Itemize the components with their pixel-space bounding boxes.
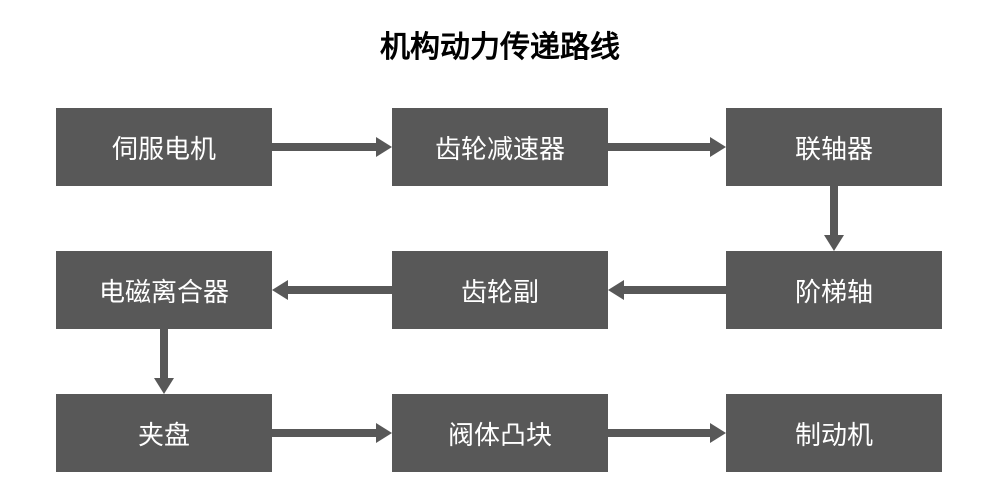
flow-node-n2: 齿轮减速器	[392, 108, 608, 186]
arrow-line	[272, 143, 376, 151]
flow-node-n6: 阶梯轴	[726, 251, 942, 329]
arrow-head-right	[376, 137, 392, 157]
flow-node-n1: 伺服电机	[56, 108, 272, 186]
arrow-line	[608, 143, 710, 151]
arrow-head-right	[710, 423, 726, 443]
arrow-head-right	[376, 423, 392, 443]
arrow-line	[160, 329, 168, 378]
arrow-head-down	[824, 235, 844, 251]
flow-node-n4: 电磁离合器	[56, 251, 272, 329]
arrow-line	[608, 429, 710, 437]
arrow-line	[830, 186, 838, 235]
flow-node-n9: 制动机	[726, 394, 942, 472]
arrow-line	[624, 286, 726, 294]
flow-node-n7: 夹盘	[56, 394, 272, 472]
arrow-head-right	[710, 137, 726, 157]
flow-node-n3: 联轴器	[726, 108, 942, 186]
arrow-head-down	[154, 378, 174, 394]
arrow-head-left	[608, 280, 624, 300]
flow-node-n5: 齿轮副	[392, 251, 608, 329]
arrow-line	[272, 429, 376, 437]
diagram-title: 机构动力传递路线	[0, 22, 1000, 66]
arrow-head-left	[272, 280, 288, 300]
flow-node-n8: 阀体凸块	[392, 394, 608, 472]
arrow-line	[288, 286, 392, 294]
